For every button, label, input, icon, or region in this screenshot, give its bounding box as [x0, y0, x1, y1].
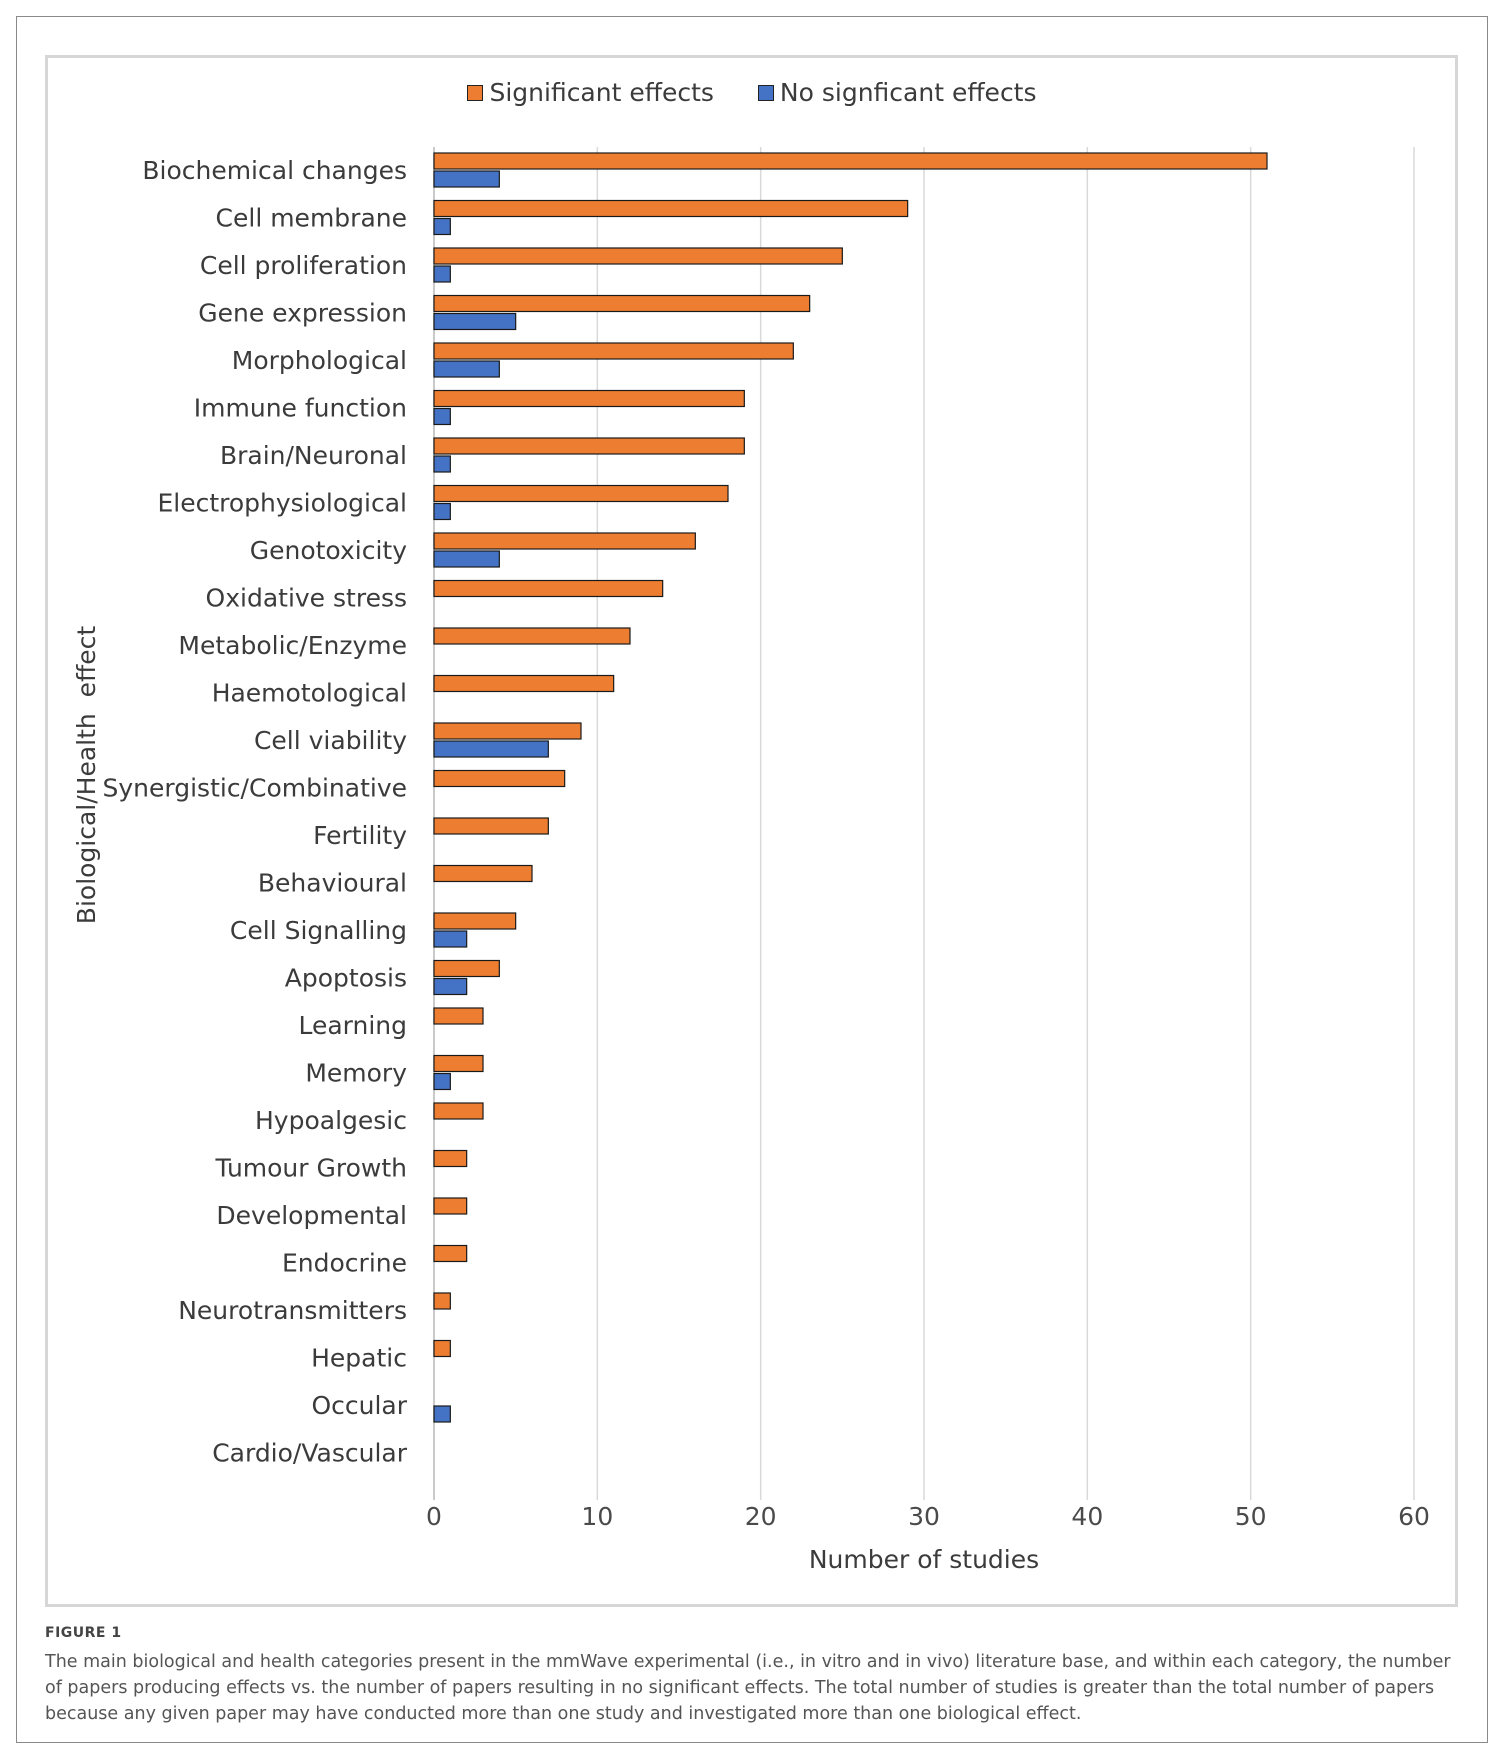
caption-text: The main biological and health categorie… — [45, 1652, 1451, 1724]
category-label: Learning — [298, 1011, 407, 1040]
category-label: Haemotological — [212, 679, 407, 708]
bars — [433, 152, 1268, 1423]
bar-significant — [433, 152, 1268, 170]
bar-significant — [433, 484, 729, 503]
bar-no-significant — [433, 1405, 451, 1423]
bar-no-significant — [433, 407, 451, 426]
bar-significant — [433, 912, 517, 930]
category-label: Developmental — [216, 1201, 407, 1230]
bar-no-significant — [433, 930, 468, 948]
category-label: Behavioural — [258, 869, 407, 898]
bar-significant — [433, 199, 909, 218]
bar-no-significant — [433, 170, 500, 188]
bar-significant — [433, 579, 664, 598]
x-tick-label: 10 — [581, 1502, 613, 1531]
x-tick-label: 40 — [1071, 1502, 1103, 1531]
bar-significant — [433, 1054, 484, 1073]
category-label: Tumour Growth — [214, 1154, 407, 1183]
bar-no-significant — [433, 217, 451, 236]
category-label: Metabolic/Enzyme — [178, 631, 407, 660]
bar-no-significant — [433, 740, 549, 758]
category-label: Cell Signalling — [230, 916, 407, 945]
category-label: Immune function — [194, 394, 407, 423]
bar-significant — [433, 532, 696, 550]
bar-significant — [433, 674, 615, 693]
chart-legend: Significant effects No signficant effect… — [0, 78, 1504, 107]
x-axis-title: Number of studies — [809, 1545, 1039, 1574]
bar-no-significant — [433, 1072, 451, 1091]
bar-no-significant — [433, 502, 451, 521]
chart-panel — [45, 55, 1458, 1607]
bar-significant — [433, 437, 745, 455]
category-label: Memory — [305, 1059, 407, 1088]
legend-item-significant: Significant effects — [467, 78, 714, 107]
category-label: Neurotransmitters — [178, 1296, 407, 1325]
bar-significant — [433, 1102, 484, 1120]
bar-significant — [433, 722, 582, 740]
bar-no-significant — [433, 550, 500, 568]
category-label: Cell membrane — [216, 204, 407, 233]
bar-no-significant — [433, 312, 517, 331]
bar-significant — [433, 294, 811, 313]
legend-label-no-significant: No signficant effects — [779, 78, 1037, 107]
bar-no-significant — [433, 360, 500, 378]
bar-significant — [433, 864, 533, 883]
bar-no-significant — [433, 977, 468, 996]
bar-significant — [433, 959, 500, 978]
bar-significant — [433, 627, 631, 645]
category-label: Genotoxicity — [250, 536, 407, 565]
category-label: Occular — [311, 1391, 407, 1420]
bar-significant — [433, 1149, 468, 1168]
figure-caption: FIGURE 1 The main biological and health … — [45, 1625, 1455, 1727]
legend-swatch-significant — [467, 84, 484, 101]
category-label: Cell proliferation — [200, 251, 407, 280]
x-tick-labels: 0 10 20 30 40 50 60 — [426, 1502, 1430, 1531]
category-label: Synergistic/Combinative — [103, 774, 408, 803]
category-label: Hypoalgesic — [255, 1106, 407, 1135]
category-label: Biochemical changes — [142, 156, 407, 185]
category-label: Morphological — [232, 346, 407, 375]
legend-item-no-significant: No signficant effects — [757, 78, 1037, 107]
bar-significant — [433, 247, 843, 265]
x-tick-label: 20 — [745, 1502, 777, 1531]
category-label: Cell viability — [254, 726, 407, 755]
category-label: Hepatic — [311, 1344, 407, 1373]
category-label: Endocrine — [282, 1249, 407, 1278]
bar-significant — [433, 342, 794, 360]
grid-lines — [433, 147, 1415, 1500]
x-tick-label: 30 — [908, 1502, 940, 1531]
bar-no-significant — [433, 455, 451, 473]
bar-significant — [433, 1197, 468, 1215]
category-label: Electrophysiological — [157, 489, 407, 518]
category-labels: Biochemical changes Cell membrane Cell pro… — [103, 156, 408, 1468]
bar-significant — [433, 389, 745, 408]
bar-significant — [433, 1292, 451, 1310]
bar-significant — [433, 1339, 451, 1358]
category-label: Apoptosis — [285, 964, 407, 993]
y-axis-title: Biological/Health effect — [72, 626, 101, 925]
category-label: Oxidative stress — [206, 584, 407, 613]
bar-significant — [433, 817, 549, 835]
category-label: Cardio/Vascular — [212, 1439, 408, 1468]
x-tick-label: 0 — [426, 1502, 442, 1531]
x-tick-label: 60 — [1398, 1502, 1430, 1531]
legend-swatch-no-significant — [757, 84, 774, 101]
bar-no-significant — [433, 265, 451, 283]
category-label: Fertility — [313, 821, 407, 850]
category-label: Brain/Neuronal — [220, 441, 407, 470]
bar-significant — [433, 769, 566, 788]
category-label: Gene expression — [198, 299, 407, 328]
bar-significant — [433, 1007, 484, 1025]
x-tick-label: 50 — [1235, 1502, 1267, 1531]
bar-significant — [433, 1244, 468, 1263]
legend-label-significant: Significant effects — [489, 78, 714, 107]
caption-label: FIGURE 1 — [45, 1625, 122, 1641]
